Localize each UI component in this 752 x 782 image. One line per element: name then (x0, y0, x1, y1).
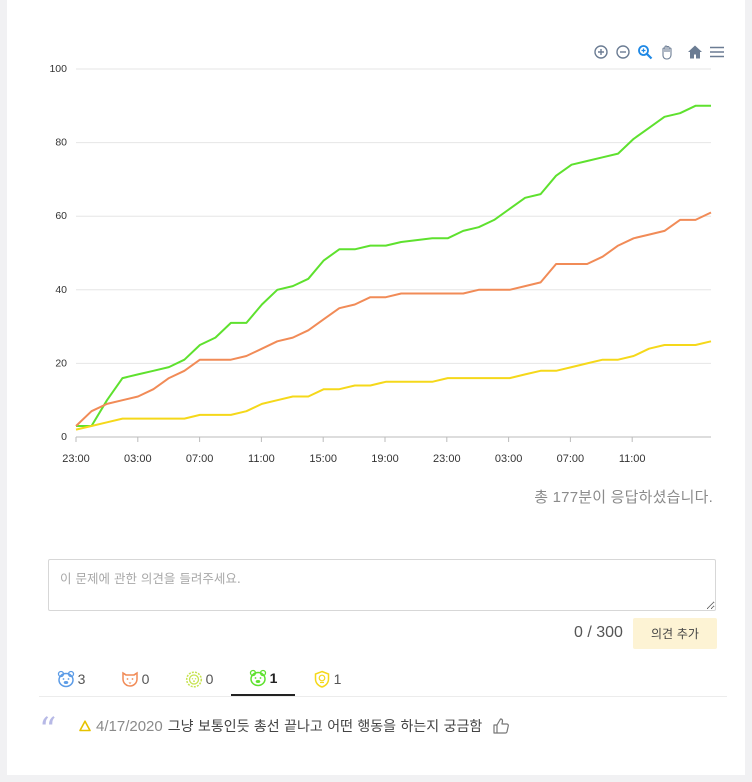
warning-triangle-icon (79, 720, 91, 732)
series-line-0 (76, 104, 711, 427)
survey-card: 0 20 40 60 80 100 23:00 03:00 07:00 11:00 15:00 19… (7, 0, 745, 775)
add-opinion-button[interactable]: 의견 추가 (633, 618, 717, 649)
y-tick-label: 100 (49, 63, 67, 75)
comment-input[interactable] (48, 559, 716, 611)
menu-icon[interactable] (709, 44, 725, 60)
y-tick-label: 0 (61, 431, 67, 443)
opinion-date: 4/17/2020 (96, 717, 163, 735)
tab-count: 1 (333, 671, 342, 687)
opinion-item: “ 4/17/2020 그냥 보통인듯 총선 끝나고 어떤 행동을 하는지 궁금… (39, 712, 510, 747)
tab-count: 0 (141, 671, 150, 687)
zoom-in-icon[interactable] (593, 44, 609, 60)
x-tick-label: 07:00 (186, 453, 214, 465)
x-tick-label: 15:00 (309, 453, 337, 465)
tab-count: 3 (77, 671, 86, 687)
x-tick-label: 07:00 (557, 453, 585, 465)
x-tick-label: 19:00 (371, 453, 399, 465)
pan-hand-icon[interactable] (659, 44, 675, 60)
yellow-shield-icon (314, 670, 329, 688)
opinion-text: 그냥 보통인듯 총선 끝나고 어떤 행동을 하는지 궁금함 (167, 719, 483, 735)
green-lion-icon (185, 671, 202, 688)
tab-green-bear[interactable]: 1 (231, 662, 295, 696)
x-tick-label: 23:00 (433, 453, 461, 465)
character-counter: 0 / 300 (574, 624, 623, 641)
tab-yellow-shield[interactable]: 1 (295, 662, 359, 696)
tab-orange-tiger[interactable]: 0 (103, 662, 167, 696)
tab-green-lion[interactable]: 0 (167, 662, 231, 696)
y-tick-label: 60 (55, 210, 67, 222)
tab-count: 0 (205, 671, 214, 687)
y-axis: 0 20 40 60 80 100 (49, 63, 67, 443)
x-tick-label: 11:00 (248, 453, 275, 465)
total-responses-text: 총 177분이 응답하셨습니다. (534, 489, 713, 506)
series-line-2 (75, 340, 712, 431)
home-icon[interactable] (687, 44, 703, 60)
quote-mark-icon: “ (39, 710, 57, 750)
line-chart: 0 20 40 60 80 100 23:00 03:00 07:00 11:00 15:00 19… (49, 63, 712, 465)
x-tick-label: 23:00 (62, 453, 90, 465)
y-tick-label: 40 (55, 284, 67, 296)
y-tick-label: 80 (55, 137, 67, 149)
magnifier-icon[interactable] (637, 44, 653, 60)
x-tick-label: 03:00 (495, 453, 523, 465)
x-axis: 23:00 03:00 07:00 11:00 15:00 19:00 23:00 03:00… (62, 436, 711, 465)
zoom-out-icon[interactable] (615, 44, 631, 60)
blue-bear-icon (57, 670, 74, 688)
series-line-1 (75, 211, 712, 427)
y-tick-label: 20 (55, 357, 67, 369)
chart-toolbar (593, 42, 725, 62)
tab-blue-bear[interactable]: 3 (39, 662, 103, 696)
thumbs-up-icon[interactable] (492, 717, 510, 735)
reaction-tabs: 3 0 0 1 1 (39, 662, 727, 697)
x-tick-label: 11:00 (619, 453, 646, 465)
tab-count: 1 (269, 670, 278, 686)
green-bear-icon (249, 669, 266, 687)
chart-series (75, 104, 712, 431)
x-tick-label: 03:00 (124, 453, 152, 465)
orange-tiger-icon (121, 671, 138, 687)
